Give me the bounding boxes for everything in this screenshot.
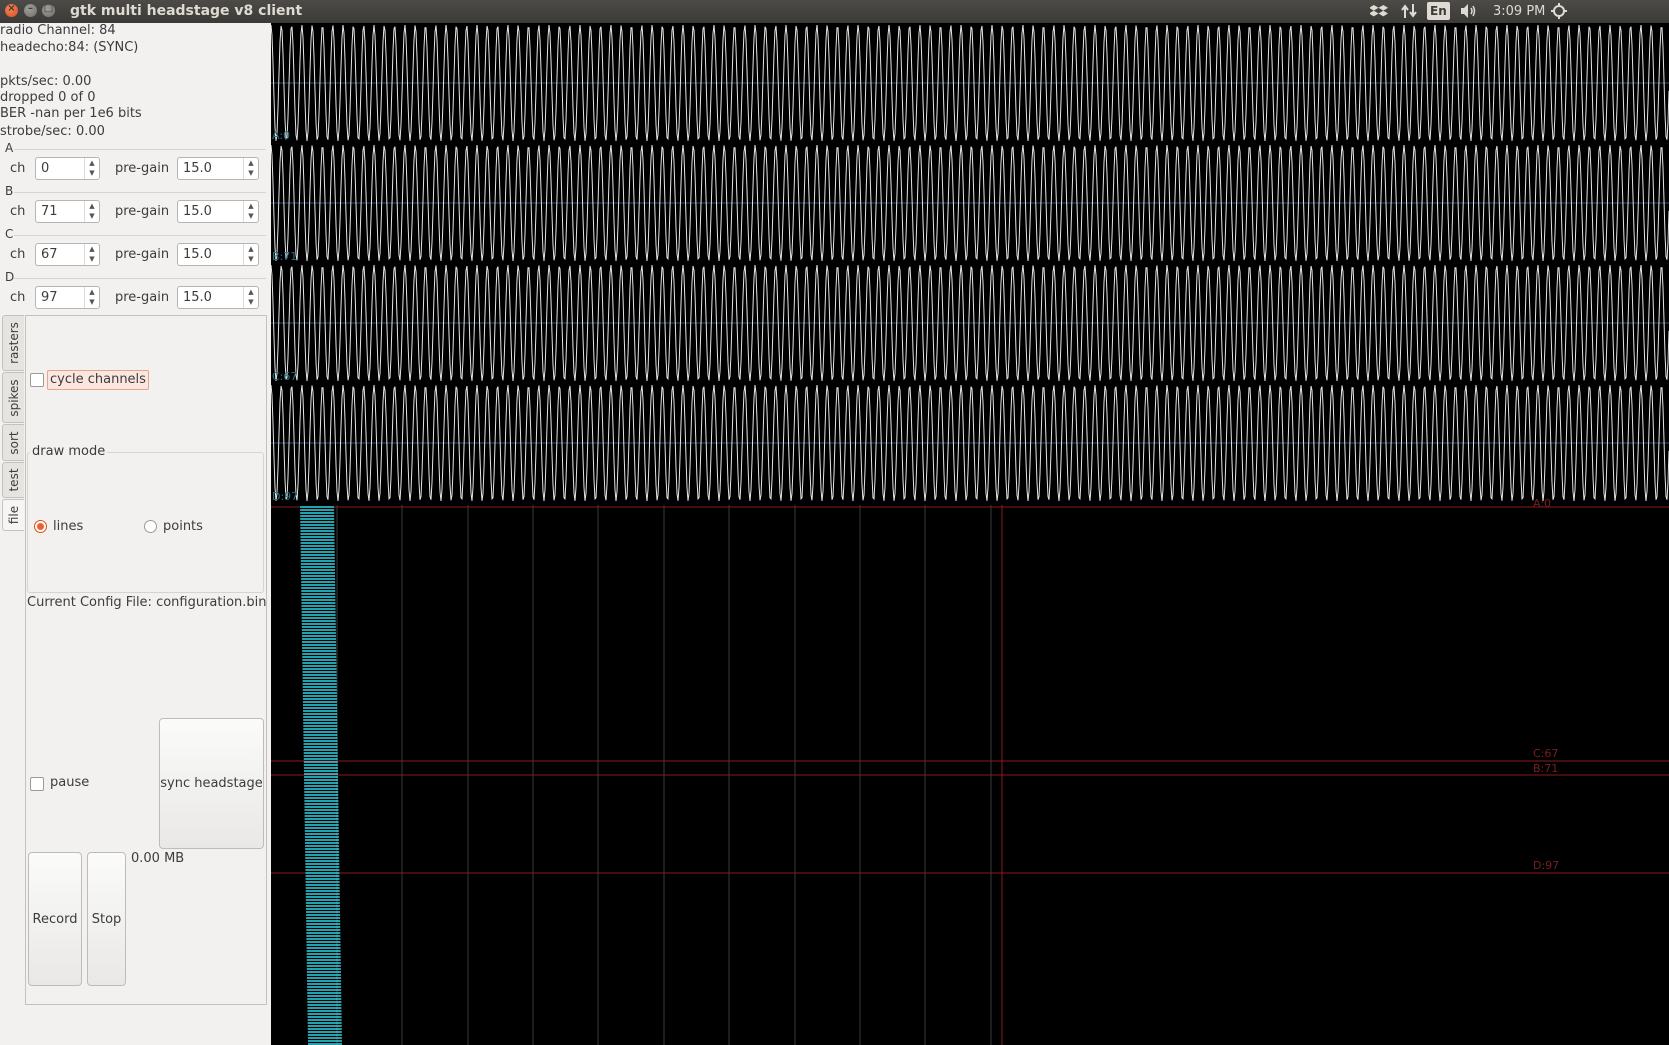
minimize-icon[interactable]: – (24, 3, 37, 17)
pre-gain-a-value: 15.0 (183, 161, 212, 176)
close-icon[interactable]: × (5, 3, 18, 17)
channel-c-value: 67 (41, 247, 58, 262)
ch-label: ch (10, 247, 26, 262)
config-file-label: Current Config File: configuration.bin (27, 595, 267, 610)
tab-sort[interactable]: sort (2, 424, 24, 461)
pre-gain-a-spinner[interactable]: 15.0 ▲ ▼ (177, 157, 259, 180)
channel-b-value: 71 (41, 204, 58, 219)
pre-gain-label: pre-gain (115, 161, 170, 176)
lines-label[interactable]: lines (53, 519, 84, 534)
dropped-packets: dropped 0 of 0 (0, 90, 96, 105)
pre-gain-b-value: 15.0 (183, 204, 212, 219)
strobe-rate: strobe/sec: 0.00 (0, 124, 105, 139)
keyboard-layout-indicator[interactable]: En (1427, 2, 1450, 20)
group-a-frame (14, 149, 266, 150)
pause-checkbox[interactable] (30, 777, 44, 791)
raster-label-a: A:0 (1533, 497, 1552, 510)
ch-label: ch (10, 161, 26, 176)
spinner-arrows-icon[interactable]: ▲ ▼ (84, 158, 99, 179)
bit-error-rate: BER -nan per 1e6 bits (0, 106, 142, 121)
radio-channel-status: radio Channel: 84 (0, 23, 116, 38)
cycle-channels-checkbox[interactable] (30, 373, 44, 387)
cycle-channels-label[interactable]: cycle channels (47, 370, 149, 390)
pre-gain-c-spinner[interactable]: 15.0 ▲ ▼ (177, 243, 259, 266)
spinner-arrows-icon[interactable]: ▲ ▼ (243, 201, 258, 222)
waveform-canvas[interactable] (271, 23, 1669, 1045)
scope-display[interactable]: A:0 B:71 C:67 D:97 A:0 C:67 B:71 D:97 (271, 23, 1669, 1045)
channel-b-spinner[interactable]: 71 ▲ ▼ (35, 200, 100, 223)
spinner-arrows-icon[interactable]: ▲ ▼ (243, 158, 258, 179)
trace-label-a: A:0 (272, 129, 291, 142)
tab-test-label: test (6, 468, 21, 492)
pre-gain-label: pre-gain (115, 290, 170, 305)
spinner-arrows-icon[interactable]: ▲ ▼ (243, 244, 258, 265)
stop-button[interactable]: Stop (87, 852, 126, 986)
group-c-frame (14, 235, 266, 236)
file-size-label: 0.00 MB (131, 851, 185, 866)
pause-label[interactable]: pause (50, 775, 90, 790)
trace-label-d: D:97 (272, 490, 299, 503)
raster-label-c: C:67 (1533, 747, 1559, 760)
draw-mode-frame (27, 452, 264, 593)
control-panel: radio Channel: 84 headecho:84: (SYNC) pk… (0, 23, 271, 1045)
pre-gain-d-spinner[interactable]: 15.0 ▲ ▼ (177, 286, 259, 309)
tab-spikes-label: spikes (6, 378, 21, 417)
tab-sort-label: sort (6, 430, 21, 455)
channel-d-spinner[interactable]: 97 ▲ ▼ (35, 286, 100, 309)
waveform-trace-a (271, 24, 1669, 142)
group-b-label: B (5, 184, 14, 198)
channel-d-value: 97 (41, 290, 58, 305)
spinner-arrows-icon[interactable]: ▲ ▼ (84, 201, 99, 222)
tab-file-label: file (6, 505, 21, 525)
group-d-label: D (5, 270, 15, 284)
tab-rasters[interactable]: rasters (2, 315, 24, 371)
lines-radio[interactable] (34, 520, 47, 533)
pre-gain-label: pre-gain (115, 204, 170, 219)
group-b-frame (14, 192, 266, 193)
record-button[interactable]: Record (28, 852, 82, 986)
raster-label-d: D:97 (1533, 859, 1560, 872)
tab-spikes[interactable]: spikes (2, 372, 24, 423)
channel-c-spinner[interactable]: 67 ▲ ▼ (35, 243, 100, 266)
points-radio[interactable] (144, 520, 157, 533)
pre-gain-c-value: 15.0 (183, 247, 212, 262)
packets-per-second: pkts/sec: 0.00 (0, 74, 92, 89)
group-d-frame (14, 278, 266, 279)
network-icon[interactable] (1400, 3, 1418, 23)
clock[interactable]: 3:09 PM (1493, 4, 1546, 19)
spinner-arrows-icon[interactable]: ▲ ▼ (84, 244, 99, 265)
points-label[interactable]: points (163, 519, 203, 534)
volume-icon[interactable] (1459, 3, 1479, 23)
ch-label: ch (10, 204, 26, 219)
raster-label-b: B:71 (1533, 762, 1559, 775)
trace-label-b: B:71 (272, 250, 298, 263)
gear-icon[interactable] (1551, 3, 1567, 23)
channel-a-value: 0 (41, 161, 50, 176)
sync-headstage-button[interactable]: sync headstage (159, 718, 264, 849)
draw-mode-title: draw mode (30, 444, 108, 459)
tab-test[interactable]: test (2, 462, 24, 498)
waveform-trace-d (271, 384, 1669, 502)
window-title: gtk multi headstage v8 client (70, 3, 303, 19)
tab-rasters-label: rasters (6, 322, 21, 364)
group-c-label: C (5, 227, 14, 241)
tab-file[interactable]: file (2, 499, 24, 531)
channel-a-spinner[interactable]: 0 ▲ ▼ (35, 157, 100, 180)
waveform-trace-c (271, 264, 1669, 382)
spinner-arrows-icon[interactable]: ▲ ▼ (84, 287, 99, 308)
spinner-arrows-icon[interactable]: ▲ ▼ (243, 287, 258, 308)
pre-gain-b-spinner[interactable]: 15.0 ▲ ▼ (177, 200, 259, 223)
trace-label-c: C:67 (272, 370, 298, 383)
dropbox-icon[interactable] (1369, 3, 1389, 23)
title-bar: × – □ gtk multi headstage v8 client En 3… (0, 0, 1669, 23)
group-a-label: A (5, 141, 14, 155)
pre-gain-d-value: 15.0 (183, 290, 212, 305)
pre-gain-label: pre-gain (115, 247, 170, 262)
headecho-status: headecho:84: (SYNC) (0, 40, 139, 55)
waveform-trace-b (271, 144, 1669, 262)
maximize-icon[interactable]: □ (42, 3, 55, 17)
ch-label: ch (10, 290, 26, 305)
